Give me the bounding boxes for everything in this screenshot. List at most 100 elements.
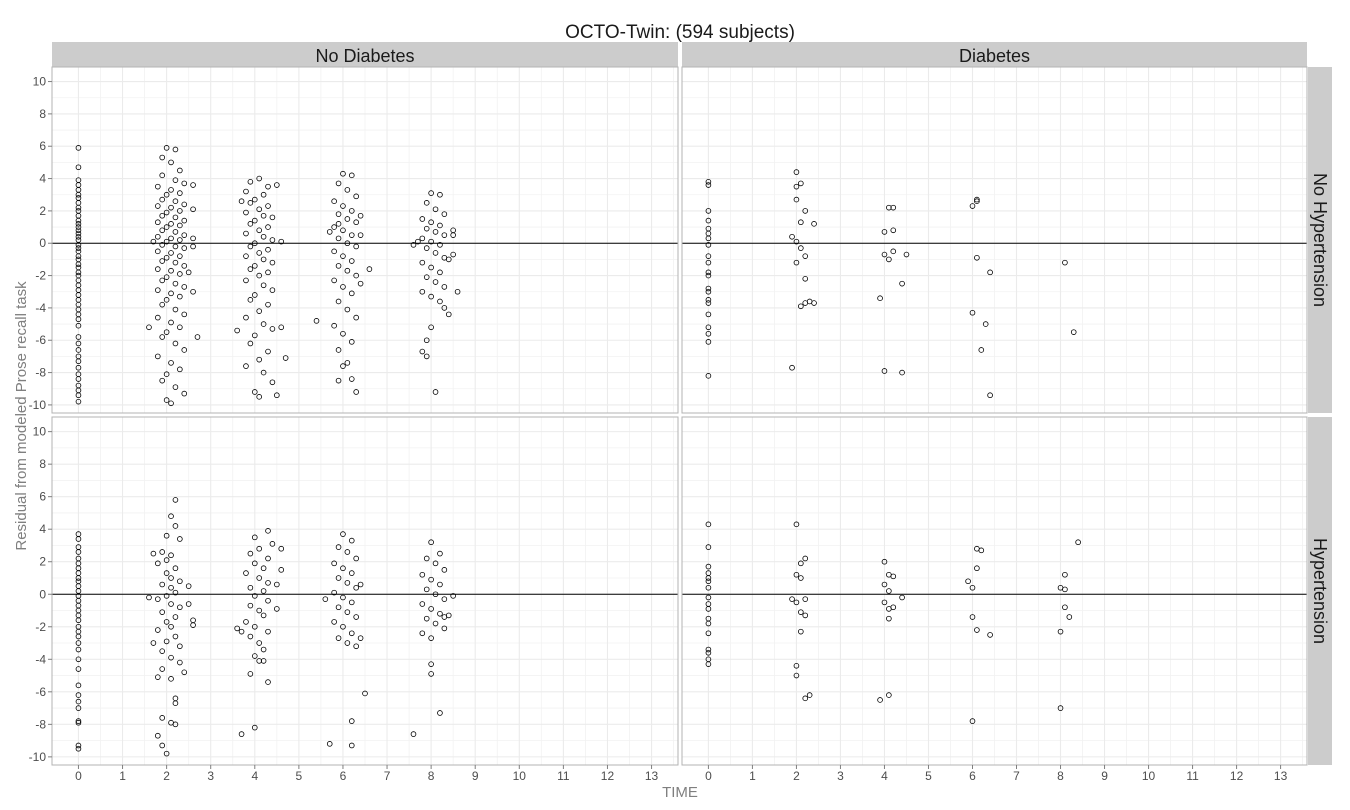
data-point	[251, 332, 258, 339]
data-point	[163, 557, 170, 563]
x-tick-label: 5	[925, 769, 932, 783]
data-point	[234, 327, 240, 334]
data-point	[344, 549, 351, 555]
data-point	[168, 400, 174, 407]
data-point	[348, 376, 355, 382]
strip-label-hypertension: Hypertension	[1310, 538, 1330, 644]
data-point	[432, 389, 439, 395]
data-point	[168, 290, 174, 297]
data-point	[423, 586, 430, 593]
data-point	[340, 594, 346, 601]
data-point	[802, 596, 809, 602]
data-point	[247, 633, 254, 640]
data-point	[1062, 586, 1068, 593]
data-point	[886, 256, 892, 263]
data-point	[155, 203, 161, 209]
data-point	[419, 601, 426, 607]
data-point	[789, 233, 795, 240]
data-point	[172, 700, 179, 707]
data-point	[163, 297, 170, 303]
data-point	[260, 256, 267, 263]
data-point	[705, 521, 712, 528]
y-tick-label: 4	[39, 522, 46, 536]
data-point	[168, 601, 174, 607]
x-tick-label: 12	[1230, 769, 1244, 783]
data-point	[278, 238, 285, 245]
data-point	[793, 196, 800, 203]
data-point	[247, 584, 254, 591]
data-point	[705, 630, 712, 637]
data-point	[705, 324, 712, 331]
y-tick-label: -10	[29, 750, 47, 764]
data-point	[243, 188, 249, 195]
data-point	[899, 280, 905, 287]
data-point	[886, 615, 892, 622]
data-point	[432, 250, 439, 256]
data-point	[890, 573, 897, 580]
data-point	[348, 232, 355, 238]
data-point	[705, 178, 712, 185]
data-point	[419, 216, 426, 222]
data-point	[159, 277, 166, 284]
data-point	[159, 154, 166, 161]
data-point	[260, 321, 267, 327]
data-point	[423, 245, 430, 251]
data-point	[450, 251, 456, 258]
data-point	[419, 348, 426, 355]
data-point	[282, 355, 289, 361]
data-point	[348, 599, 355, 606]
data-point	[260, 233, 267, 240]
chart-title: OCTO-Twin: (594 subjects)	[565, 22, 795, 43]
data-point	[340, 203, 346, 209]
data-point	[247, 602, 254, 609]
data-point	[155, 287, 161, 293]
data-point	[75, 269, 82, 276]
data-point	[705, 259, 712, 266]
data-point	[353, 643, 359, 650]
data-point	[75, 640, 82, 646]
panel	[51, 416, 679, 766]
data-point	[177, 190, 183, 196]
data-point	[75, 549, 82, 555]
data-point	[428, 293, 434, 300]
data-point	[172, 259, 179, 266]
data-point	[75, 245, 82, 251]
data-point	[419, 571, 426, 578]
data-point	[705, 649, 712, 656]
data-point	[265, 555, 271, 562]
data-point	[326, 741, 333, 747]
data-point	[251, 534, 258, 541]
data-point	[344, 216, 351, 222]
data-point	[251, 240, 258, 247]
data-point	[899, 369, 905, 376]
data-point	[428, 671, 434, 677]
data-point	[265, 348, 271, 355]
data-point	[344, 187, 351, 193]
y-tick-label: 2	[39, 555, 46, 569]
data-point	[256, 308, 262, 314]
data-point	[75, 718, 82, 724]
data-point	[974, 198, 980, 204]
data-point	[75, 334, 82, 340]
data-point	[75, 242, 82, 248]
data-point	[322, 596, 329, 602]
data-point	[982, 321, 989, 327]
data-point	[163, 191, 170, 198]
x-tick-label: 8	[428, 769, 435, 783]
data-point	[798, 180, 804, 187]
data-point	[344, 306, 351, 313]
data-point	[168, 676, 174, 682]
data-point	[428, 238, 434, 245]
data-point	[793, 169, 800, 175]
y-tick-label: 10	[33, 75, 47, 89]
data-point	[260, 191, 267, 198]
data-point	[348, 258, 355, 264]
data-point	[75, 698, 82, 705]
data-point	[348, 208, 355, 214]
data-point	[256, 206, 262, 213]
data-point	[335, 180, 342, 187]
panel	[681, 66, 1308, 414]
data-point	[357, 581, 364, 588]
data-point	[265, 301, 271, 308]
data-point	[181, 311, 188, 318]
